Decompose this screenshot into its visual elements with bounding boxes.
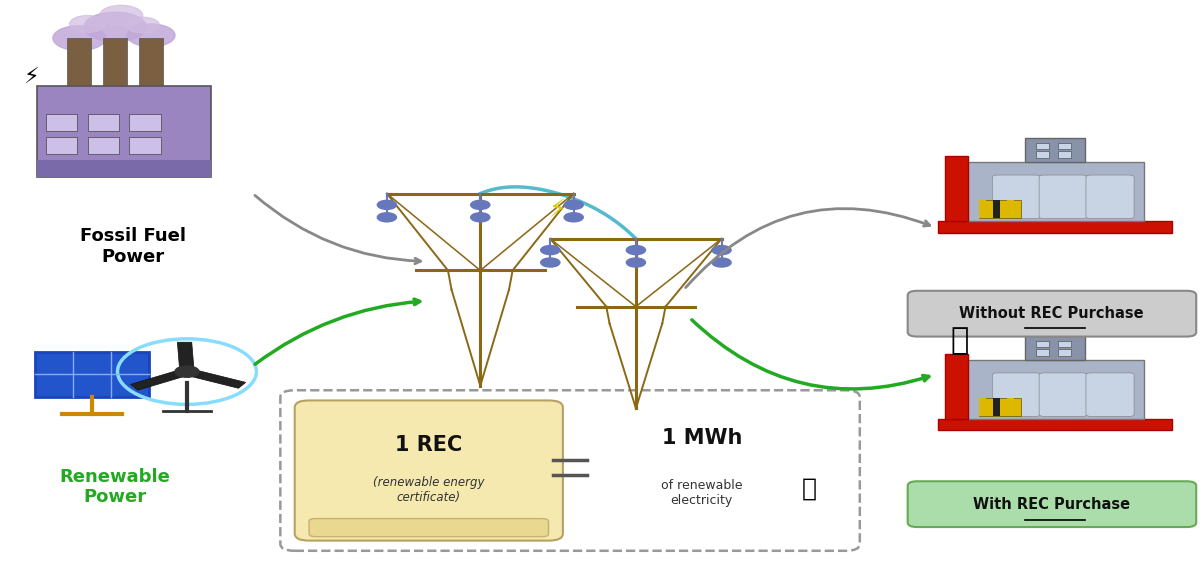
Text: ⚡: ⚡ (550, 199, 566, 223)
FancyBboxPatch shape (281, 390, 859, 551)
Circle shape (377, 201, 396, 210)
Polygon shape (1007, 398, 1014, 416)
FancyBboxPatch shape (130, 114, 161, 131)
Circle shape (564, 213, 583, 222)
FancyBboxPatch shape (992, 175, 1040, 219)
Circle shape (53, 26, 106, 51)
Text: ⚡: ⚡ (24, 68, 40, 87)
FancyBboxPatch shape (1086, 373, 1134, 416)
FancyBboxPatch shape (1039, 373, 1087, 416)
Text: With REC Purchase: With REC Purchase (973, 497, 1130, 512)
FancyBboxPatch shape (139, 38, 163, 89)
FancyBboxPatch shape (944, 354, 968, 419)
Circle shape (470, 213, 490, 222)
Circle shape (70, 15, 106, 32)
Polygon shape (992, 398, 1000, 416)
Text: 🌿: 🌿 (802, 476, 817, 500)
Circle shape (626, 245, 646, 254)
Polygon shape (184, 369, 246, 389)
FancyBboxPatch shape (907, 291, 1196, 337)
FancyBboxPatch shape (1057, 349, 1072, 356)
FancyBboxPatch shape (1057, 151, 1072, 158)
Circle shape (126, 17, 160, 33)
Text: Fossil Fuel
Power: Fossil Fuel Power (80, 227, 186, 266)
FancyBboxPatch shape (1036, 349, 1050, 356)
FancyBboxPatch shape (992, 373, 1040, 416)
FancyBboxPatch shape (310, 519, 548, 537)
Circle shape (127, 24, 175, 47)
Text: (renewable energy
certificate): (renewable energy certificate) (373, 475, 485, 503)
Polygon shape (979, 398, 986, 416)
FancyBboxPatch shape (938, 221, 1172, 232)
FancyBboxPatch shape (938, 419, 1172, 431)
Polygon shape (1007, 200, 1014, 218)
Circle shape (470, 201, 490, 210)
Circle shape (541, 245, 560, 254)
FancyBboxPatch shape (1036, 151, 1050, 158)
FancyBboxPatch shape (37, 86, 211, 177)
FancyBboxPatch shape (1086, 175, 1134, 219)
FancyBboxPatch shape (103, 38, 127, 89)
FancyBboxPatch shape (37, 160, 211, 177)
FancyBboxPatch shape (907, 481, 1196, 527)
FancyBboxPatch shape (944, 156, 968, 221)
FancyBboxPatch shape (1039, 175, 1087, 219)
FancyBboxPatch shape (1025, 137, 1085, 162)
FancyBboxPatch shape (966, 360, 1145, 419)
Circle shape (84, 12, 146, 41)
FancyBboxPatch shape (1025, 336, 1085, 360)
Circle shape (541, 258, 560, 267)
Text: 1 MWh: 1 MWh (661, 428, 742, 448)
FancyBboxPatch shape (88, 137, 119, 154)
Polygon shape (131, 369, 191, 390)
FancyBboxPatch shape (979, 398, 1020, 416)
Circle shape (626, 258, 646, 267)
Text: 🌿: 🌿 (950, 326, 968, 355)
FancyBboxPatch shape (1036, 143, 1050, 149)
Text: Renewable
Power: Renewable Power (60, 467, 170, 507)
Circle shape (100, 5, 143, 26)
Circle shape (377, 213, 396, 222)
Circle shape (712, 245, 731, 254)
Text: 1 REC: 1 REC (395, 435, 462, 455)
FancyBboxPatch shape (88, 114, 119, 131)
Circle shape (175, 366, 199, 377)
FancyBboxPatch shape (1057, 341, 1072, 347)
FancyBboxPatch shape (46, 137, 77, 154)
Polygon shape (979, 200, 986, 218)
FancyBboxPatch shape (295, 400, 563, 541)
Text: of renewable
electricity: of renewable electricity (661, 479, 743, 507)
FancyBboxPatch shape (966, 162, 1145, 221)
Polygon shape (992, 200, 1000, 218)
FancyBboxPatch shape (1036, 341, 1050, 347)
FancyBboxPatch shape (35, 352, 149, 397)
Circle shape (712, 258, 731, 267)
Circle shape (564, 201, 583, 210)
FancyBboxPatch shape (1057, 143, 1072, 149)
FancyBboxPatch shape (130, 137, 161, 154)
Polygon shape (178, 342, 194, 371)
FancyBboxPatch shape (46, 114, 77, 131)
FancyBboxPatch shape (67, 38, 91, 89)
Text: Without REC Purchase: Without REC Purchase (959, 306, 1144, 321)
FancyBboxPatch shape (979, 200, 1020, 218)
